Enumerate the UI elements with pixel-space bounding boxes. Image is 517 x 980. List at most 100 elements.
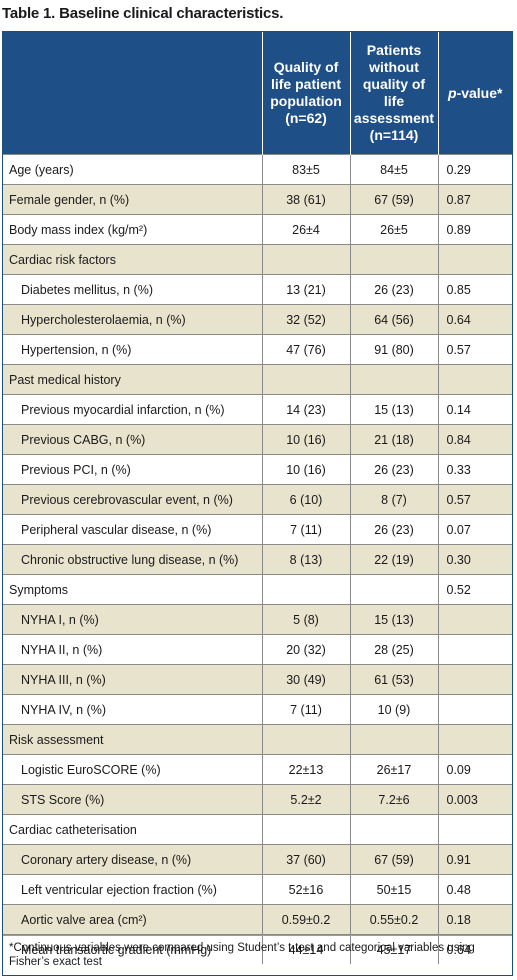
cell-qol-population: 13 (21) [261,274,350,305]
cell-p-value: 0.52 [437,574,512,605]
table-row: Previous PCI, n (%) 10 (16) 26 (23) 0.33 [3,454,512,485]
cell-without-qol: 45±17 [349,934,438,964]
row-label: Chronic obstructive lung disease, n (%) [3,544,262,575]
cell-qol-population: 5 (8) [261,604,350,635]
table-row: Mean transaortic gradient (mmHg) 44±14 45±… [3,934,512,964]
cell-qol-population: 26±4 [261,214,350,245]
row-label: Cardiac catheterisation [3,814,262,845]
table-row: Risk assessment [3,724,512,755]
cell-qol-population: 37 (60) [261,844,350,875]
table-row: Female gender, n (%) 38 (61) 67 (59) 0.87 [3,184,512,215]
row-label: Previous cerebrovascular event, n (%) [3,484,262,515]
table-header-row: Quality of life patient population (n=62… [3,32,512,155]
cell-without-qol: 10 (9) [349,694,438,725]
cell-without-qol: 91 (80) [349,334,438,365]
cell-p-value: 0.003 [437,784,512,815]
cell-p-value: 0.57 [437,484,512,515]
row-label: NYHA IV, n (%) [3,694,262,725]
table-row: Previous cerebrovascular event, n (%) 6 (… [3,484,512,515]
cell-without-qol: 50±15 [349,874,438,905]
header-p-rest: -value* [456,84,503,101]
cell-qol-population [261,244,350,275]
cell-p-value: 0.29 [437,154,512,185]
row-label: Symptoms [3,574,262,605]
cell-p-value [437,244,512,275]
cell-qol-population: 47 (76) [261,334,350,365]
cell-qol-population: 32 (52) [261,304,350,335]
cell-p-value: 0.14 [437,394,512,425]
cell-p-value [437,634,512,665]
cell-without-qol [349,364,438,395]
table-row: NYHA II, n (%) 20 (32) 28 (25) [3,634,512,665]
row-label: NYHA I, n (%) [3,604,262,635]
cell-qol-population [261,574,350,605]
cell-without-qol: 26±5 [349,214,438,245]
row-label: Age (years) [3,154,262,185]
table-row: Age (years) 83±5 84±5 0.29 [3,154,512,185]
row-label: STS Score (%) [3,784,262,815]
row-label: Previous PCI, n (%) [3,454,262,485]
cell-without-qol: 26 (23) [349,514,438,545]
cell-without-qol [349,814,438,845]
cell-without-qol: 28 (25) [349,634,438,665]
table-row: Previous CABG, n (%) 10 (16) 21 (18) 0.84 [3,424,512,455]
table-row: Logistic EuroSCORE (%) 22±13 26±17 0.09 [3,754,512,785]
row-label: Aortic valve area (cm²) [3,904,262,935]
cell-p-value: 0.85 [437,274,512,305]
cell-qol-population [261,724,350,755]
cell-p-value [437,694,512,725]
table-row: Diabetes mellitus, n (%) 13 (21) 26 (23) 0.… [3,274,512,305]
cell-without-qol: 61 (53) [349,664,438,695]
row-label: Previous myocardial infarction, n (%) [3,394,262,425]
row-label: Past medical history [3,364,262,395]
cell-qol-population: 8 (13) [261,544,350,575]
cell-without-qol: 0.55±0.2 [349,904,438,935]
row-label: Coronary artery disease, n (%) [3,844,262,875]
row-label: Logistic EuroSCORE (%) [3,754,262,785]
row-label: Left ventricular ejection fraction (%) [3,874,262,905]
cell-p-value: 0.64 [437,934,512,964]
table-row: Hypercholesterolaemia, n (%) 32 (52) 64 (5… [3,304,512,335]
header-p-value: p-value* [437,32,512,155]
cell-without-qol: 8 (7) [349,484,438,515]
cell-without-qol: 67 (59) [349,184,438,215]
cell-p-value: 0.07 [437,514,512,545]
table-caption: Table 1. Baseline clinical characteristi… [2,5,284,22]
row-label: Body mass index (kg/m²) [3,214,262,245]
table-row: NYHA IV, n (%) 7 (11) 10 (9) [3,694,512,725]
row-label: NYHA II, n (%) [3,634,262,665]
cell-without-qol: 67 (59) [349,844,438,875]
cell-qol-population: 6 (10) [261,484,350,515]
cell-p-value: 0.57 [437,334,512,365]
cell-without-qol: 15 (13) [349,394,438,425]
table-row: Left ventricular ejection fraction (%) 52… [3,874,512,905]
cell-p-value: 0.33 [437,454,512,485]
row-label: Peripheral vascular disease, n (%) [3,514,262,545]
table-row: NYHA I, n (%) 5 (8) 15 (13) [3,604,512,635]
cell-p-value: 0.64 [437,304,512,335]
cell-qol-population: 38 (61) [261,184,350,215]
cell-qol-population: 5.2±2 [261,784,350,815]
cell-p-value: 0.91 [437,844,512,875]
header-p-italic: p [448,84,457,101]
cell-without-qol: 84±5 [349,154,438,185]
cell-without-qol: 26 (23) [349,454,438,485]
cell-qol-population: 10 (16) [261,454,350,485]
table-row: Previous myocardial infarction, n (%) 14 … [3,394,512,425]
row-label: Diabetes mellitus, n (%) [3,274,262,305]
cell-p-value [437,364,512,395]
cell-p-value [437,724,512,755]
cell-qol-population: 83±5 [261,154,350,185]
cell-without-qol [349,574,438,605]
cell-qol-population [261,364,350,395]
cell-p-value: 0.87 [437,184,512,215]
table-row: Symptoms 0.52 [3,574,512,605]
cell-qol-population: 52±16 [261,874,350,905]
row-label: Previous CABG, n (%) [3,424,262,455]
row-label: Female gender, n (%) [3,184,262,215]
table-row: Peripheral vascular disease, n (%) 7 (11)… [3,514,512,545]
cell-qol-population: 44±14 [261,934,350,964]
cell-without-qol: 21 (18) [349,424,438,455]
cell-p-value: 0.89 [437,214,512,245]
cell-p-value [437,814,512,845]
